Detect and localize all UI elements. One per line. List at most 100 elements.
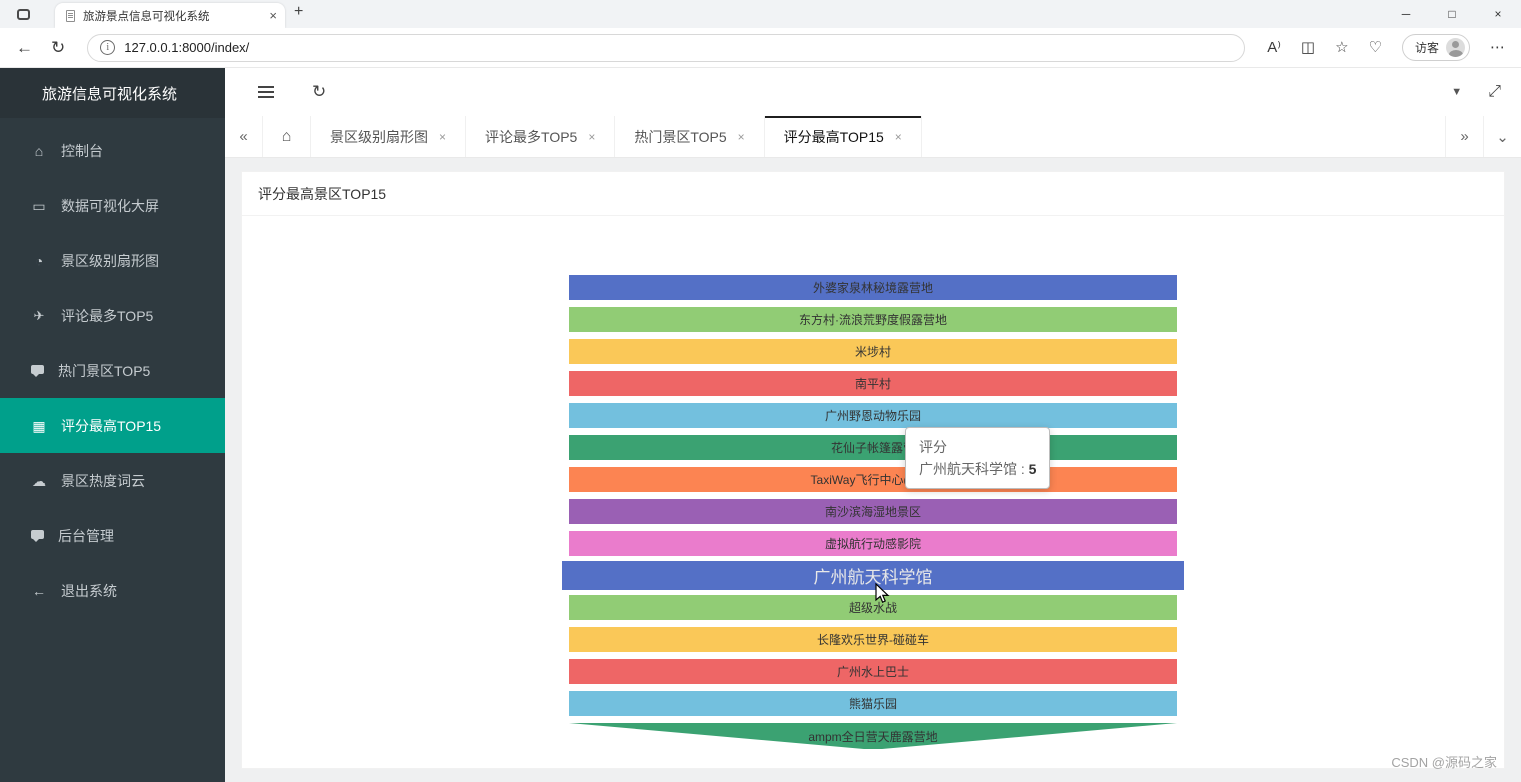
tooltip-series: 评分 [919, 439, 947, 455]
site-info-icon[interactable]: i [100, 40, 116, 55]
sidebar: 旅游信息可视化系统 控制台数据可视化大屏景区级别扇形图评论最多TOP5 热门景区T… [0, 68, 225, 782]
funnel-item[interactable]: 南沙滨海湿地景区 [569, 499, 1177, 524]
funnel-item[interactable]: 长隆欢乐世界-碰碰车 [569, 627, 1177, 652]
app-title: 旅游信息可视化系统 [0, 68, 225, 118]
tab-list-icon [16, 8, 30, 20]
sidebar-item-label: 评论最多TOP5 [61, 307, 154, 324]
image-icon [31, 419, 47, 433]
close-tab-icon[interactable]: × [737, 129, 745, 144]
funnel-item-label: 米埗村 [854, 345, 891, 359]
funnel-item[interactable]: 熊猫乐园 [569, 691, 1177, 716]
sidebar-item-wordcloud[interactable]: 景区热度词云 [0, 453, 225, 508]
funnel-item[interactable]: 超级水战 [569, 595, 1177, 620]
tab-label: 评分最高TOP15 [783, 128, 884, 145]
toolbar-right-icons: A⁾ ◫ ☆ ♡ 访客 ⋯ [1267, 34, 1505, 61]
tab-label: 热门景区TOP5 [634, 128, 727, 145]
tab-level-pie[interactable]: 景区级别扇形图 × [311, 116, 467, 157]
scroll-tabs-right-icon[interactable]: » [1445, 116, 1483, 157]
funnel-item[interactable]: 外婆家泉林秘境露营地 [569, 275, 1177, 300]
minimize-button[interactable]: ─ [1401, 7, 1411, 21]
sidebar-item-label: 数据可视化大屏 [61, 197, 159, 214]
scroll-tabs-left-icon[interactable]: « [225, 116, 263, 157]
funnel-item[interactable]: 广州水上巴士 [569, 659, 1177, 684]
chart-tooltip: 评分 广州航天科学馆 : 5 [905, 427, 1051, 489]
plane-icon [31, 309, 47, 322]
maximize-button[interactable]: □ [1448, 7, 1456, 21]
tab-home[interactable]: ⌂ [263, 116, 311, 157]
funnel-item-label: 广州水上巴士 [836, 665, 909, 679]
funnel-item[interactable]: TaxiWay飞行中心(广州) [569, 467, 1177, 492]
funnel-item-label: 广州野恩动物乐园 [824, 409, 921, 423]
close-tab-icon[interactable]: × [588, 129, 596, 144]
close-tab-icon[interactable]: × [894, 129, 902, 144]
close-window-button[interactable]: × [1494, 7, 1502, 21]
funnel-item-label: 长隆欢乐世界-碰碰车 [817, 633, 929, 647]
tooltip-line: 广州航天科学馆 : 5 [919, 458, 1036, 480]
comment-icon [31, 529, 44, 542]
tab-options-icon[interactable]: ⌄ [1483, 116, 1521, 157]
funnel-item[interactable]: 东方村·流浪荒野度假露营地 [569, 307, 1177, 332]
chevron-down-icon[interactable]: ▼ [1451, 86, 1463, 98]
sidebar-item-label: 退出系统 [61, 582, 117, 599]
sidebar-item-hot-top5[interactable]: 热门景区TOP5 [0, 343, 225, 398]
app-header: ↻ ▼ ⤢ [225, 68, 1521, 116]
funnel-item[interactable]: 花仙子帐篷露营 [569, 435, 1177, 460]
browser-essentials-icon[interactable]: ♡ [1368, 39, 1382, 56]
avatar [1446, 38, 1465, 57]
fullscreen-icon[interactable]: ⤢ [1488, 83, 1501, 100]
back-icon[interactable]: ← [16, 38, 33, 57]
sidebar-item-level-pie[interactable]: 景区级别扇形图 [0, 233, 225, 288]
workspace-tabs: 景区级别扇形图 × 评论最多TOP5 × 热门景区TOP5 × 评分最高TOP15 × [311, 116, 922, 157]
split-screen-icon[interactable]: ◫ [1300, 39, 1316, 56]
sidebar-item-label: 景区热度词云 [61, 472, 145, 489]
sidebar-item-console[interactable]: 控制台 [0, 123, 225, 178]
close-tab-icon[interactable]: × [439, 129, 447, 144]
funnel-item-label: 超级水战 [848, 601, 897, 615]
refresh-icon[interactable]: ↻ [51, 38, 66, 57]
address-bar[interactable]: i 127.0.0.1:8000/index/ [87, 33, 1246, 62]
sidebar-item-bigscreen[interactable]: 数据可视化大屏 [0, 178, 225, 233]
collapse-sidebar-icon[interactable] [258, 86, 274, 98]
funnel-item-label: 东方村·流浪荒野度假露营地 [799, 313, 947, 327]
funnel-item[interactable]: ampm全日营天鹿露营地 [569, 723, 1177, 749]
tab-list-button[interactable] [10, 4, 36, 24]
funnel-item[interactable]: 米埗村 [569, 339, 1177, 364]
profile-button[interactable]: 访客 [1401, 34, 1470, 61]
page-refresh-icon[interactable]: ↻ [312, 82, 327, 101]
more-options-icon[interactable]: ⋯ [1490, 39, 1505, 56]
mouse-cursor [875, 583, 890, 604]
favorites-icon[interactable]: ☆ [1335, 39, 1349, 56]
sidebar-item-logout[interactable]: 退出系统 [0, 563, 225, 618]
tab-label: 景区级别扇形图 [330, 128, 428, 145]
funnel-item-label: 外婆家泉林秘境露营地 [812, 281, 933, 295]
pie-icon [31, 254, 47, 268]
home-icon [31, 144, 47, 158]
sidebar-item-label: 评分最高TOP15 [61, 417, 162, 434]
sidebar-item-admin[interactable]: 后台管理 [0, 508, 225, 563]
funnel-item-label: 广州航天科学馆 [813, 568, 933, 587]
page-favicon [66, 9, 75, 22]
funnel-item[interactable]: 广州航天科学馆 [562, 561, 1184, 590]
funnel-chart: 外婆家泉林秘境露营地 东方村·流浪荒野度假露营地 米埗村南平村广州野恩动物乐园花仙子… [562, 275, 1184, 749]
tab-hot-top5[interactable]: 热门景区TOP5 × [615, 116, 765, 157]
sidebar-item-rating-top15[interactable]: 评分最高TOP15 [0, 398, 225, 453]
funnel-item[interactable]: 虚拟航行动感影院 [569, 531, 1177, 556]
funnel-item[interactable]: 广州野恩动物乐园 [569, 403, 1177, 428]
tab-comments-top5[interactable]: 评论最多TOP5 × [466, 116, 616, 157]
funnel-item-label: 熊猫乐园 [848, 697, 897, 711]
funnel-item-label: 虚拟航行动感影院 [824, 537, 921, 551]
funnel-item[interactable]: 南平村 [569, 371, 1177, 396]
funnel-item-label: ampm全日营天鹿露营地 [808, 729, 938, 744]
close-tab-icon[interactable]: × [269, 8, 277, 23]
funnel-item-label: 南沙滨海湿地景区 [824, 505, 921, 519]
sidebar-item-comments-top5[interactable]: 评论最多TOP5 [0, 288, 225, 343]
new-tab-button[interactable]: + [294, 3, 304, 20]
browser-tab[interactable]: 旅游景点信息可视化系统 × [55, 3, 285, 28]
tooltip-separator: : [1017, 461, 1029, 477]
url-text[interactable]: 127.0.0.1:8000/index/ [124, 40, 250, 55]
exit-icon [31, 584, 47, 598]
sidebar-menu: 控制台数据可视化大屏景区级别扇形图评论最多TOP5 热门景区TOP5 评分最高TOP… [0, 118, 225, 618]
tab-rating-top15[interactable]: 评分最高TOP15 × [764, 116, 922, 157]
read-aloud-icon[interactable]: A⁾ [1267, 39, 1281, 56]
sidebar-item-label: 控制台 [61, 142, 103, 159]
